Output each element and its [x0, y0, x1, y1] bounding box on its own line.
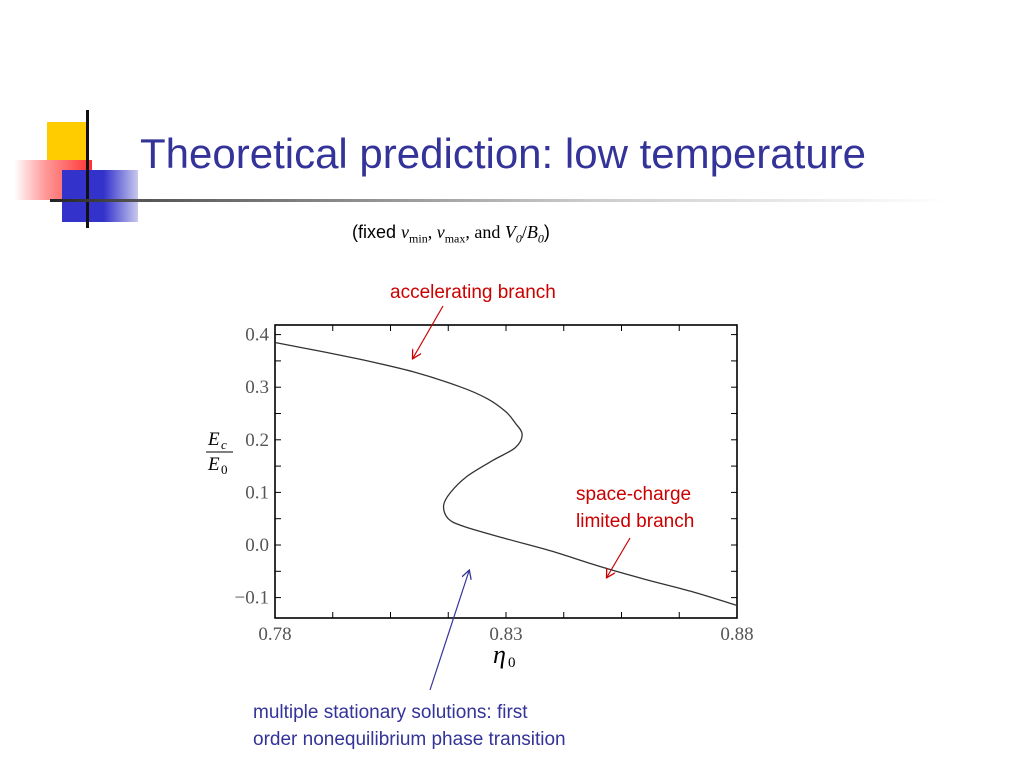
subtitle-B: B — [526, 222, 538, 242]
svg-text:0: 0 — [508, 655, 516, 671]
deco-vertical-line — [86, 110, 89, 228]
subtitle-suffix: ) — [543, 222, 550, 242]
annotation-multiple-line1: multiple stationary solutions: first — [253, 702, 528, 723]
annotation-space-charge-line2: limited branch — [576, 511, 695, 532]
x-tick-label: 0.83 — [489, 624, 522, 645]
plot-frame — [274, 324, 738, 619]
deco-horizontal-line — [50, 199, 950, 202]
deco-blue-block — [62, 170, 138, 222]
y-tick-label: 0.1 — [245, 482, 269, 503]
slide-title: Theoretical prediction: low temperature — [140, 130, 867, 177]
y-ticks: 0.4 0.3 0.2 0.1 0.0 −0.1 — [235, 325, 737, 609]
annotation-space-charge-line1: space-charge — [576, 484, 692, 505]
y-tick-label: 0.2 — [245, 430, 269, 451]
x-axis-label: η 0 — [493, 640, 516, 671]
subtitle-max-sub: max — [444, 231, 466, 246]
subtitle-sep: , — [427, 222, 437, 242]
subtitle-min-sub: min — [409, 231, 428, 246]
subtitle-zero2: 0 — [537, 231, 544, 246]
subtitle-V: V — [504, 222, 516, 242]
svg-text:0: 0 — [221, 462, 228, 477]
svg-text:E: E — [207, 429, 220, 450]
x-ticks: 0.78 0.83 0.88 — [258, 325, 754, 645]
svg-text:η: η — [493, 640, 506, 669]
annotation-multiple-line2: order nonequilibrium phase transition — [253, 729, 566, 750]
x-tick-label: 0.78 — [258, 624, 291, 645]
arrow-multiple-solutions — [429, 571, 469, 691]
series-line — [274, 341, 738, 607]
annotation-multiple-solutions: multiple stationary solutions: first ord… — [253, 699, 566, 753]
annotation-accelerating-branch: accelerating branch — [390, 282, 556, 303]
y-axis-label: E c E 0 — [206, 429, 233, 477]
x-tick-label: 0.88 — [720, 624, 753, 645]
y-tick-label: 0.4 — [245, 325, 269, 346]
subtitle-zero1: 0 — [515, 231, 522, 246]
subtitle-prefix: (fixed — [352, 222, 402, 242]
y-tick-label: 0.0 — [245, 535, 269, 556]
y-tick-label: 0.3 — [245, 377, 269, 398]
subtitle-slash: / — [521, 222, 527, 242]
arrow-space-charge — [607, 537, 631, 577]
svg-text:E: E — [207, 454, 220, 475]
subtitle-v: v — [401, 222, 410, 242]
arrow-accelerating — [413, 305, 444, 358]
svg-text:c: c — [221, 437, 227, 452]
subtitle-and: , and — [465, 222, 505, 242]
subtitle-v2: v — [436, 222, 445, 242]
slide-subtitle: (fixed vmin, vmax, and V0/B0) — [352, 222, 550, 247]
annotation-space-charge: space-charge limited branch — [576, 481, 694, 535]
y-tick-label: −0.1 — [235, 588, 269, 609]
